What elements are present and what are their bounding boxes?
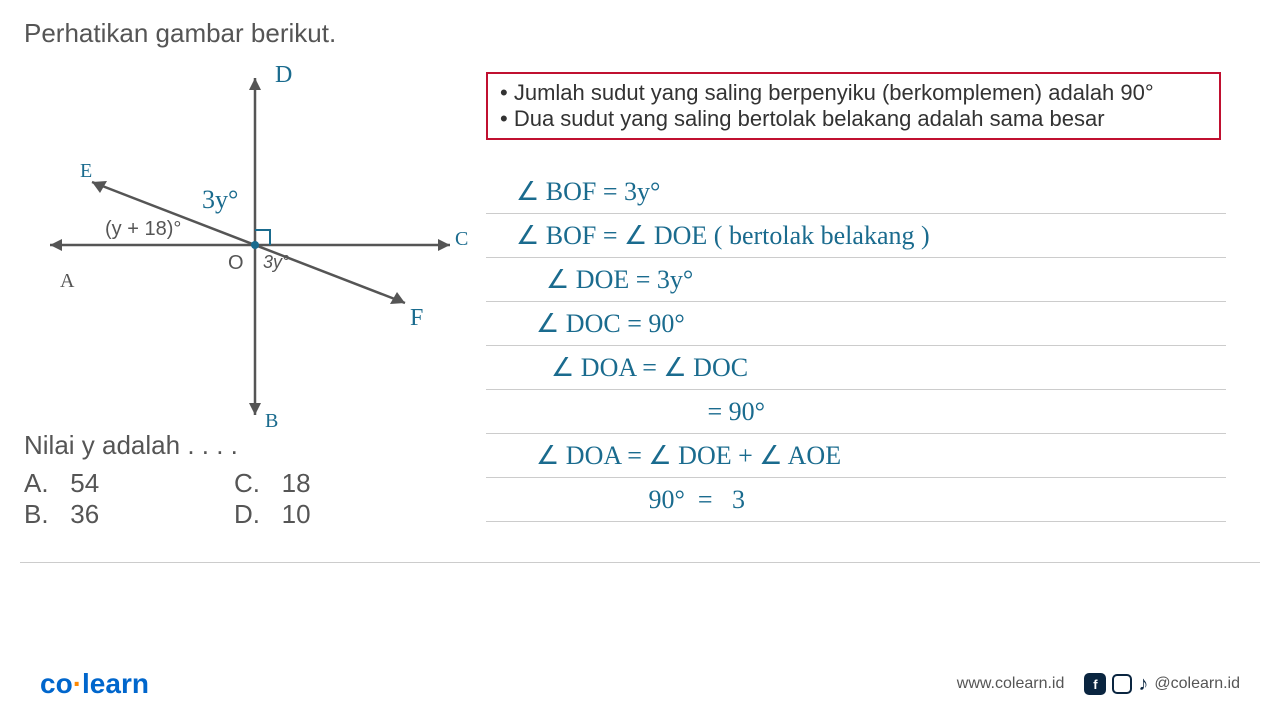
point-O-label: O (228, 252, 244, 275)
option-d: D. 10 (234, 499, 444, 530)
solution-work: ∠ BOF = 3y° ∠ BOF = ∠ DOE ( bertolak bel… (486, 170, 1226, 522)
social-icons: f ♪ @colearn.id (1084, 673, 1240, 696)
footer-right: www.colearn.id f ♪ @colearn.id (957, 673, 1240, 696)
question-text: Nilai y adalah . . . . (24, 430, 238, 461)
work-line-4: ∠ DOC = 90° (486, 302, 1226, 346)
work-line-6: = 90° (486, 390, 1226, 434)
content-area: Perhatikan gambar berikut. A B C D E F (0, 0, 1280, 640)
work-line-5: ∠ DOA = ∠ DOC (486, 346, 1226, 390)
angle-3y-bottom-label: 3y° (263, 252, 289, 273)
work-line-1: ∠ BOF = 3y° (486, 170, 1226, 214)
point-E-label: E (80, 160, 92, 183)
option-c: C. 18 (234, 468, 444, 499)
work-line-2: ∠ BOF = ∠ DOE ( bertolak belakang ) (486, 214, 1226, 258)
angle-y18-label: (y + 18)° (105, 218, 181, 241)
work-line-3: ∠ DOE = 3y° (486, 258, 1226, 302)
divider-line (20, 562, 1260, 563)
theory-item-2: Dua sudut yang saling bertolak belakang … (500, 106, 1207, 132)
angle-3y-top-label: 3y° (202, 185, 238, 215)
theory-box: Jumlah sudut yang saling berpenyiku (ber… (486, 72, 1221, 140)
point-C-label: C (455, 228, 468, 251)
footer: co·learn www.colearn.id f ♪ @colearn.id (0, 668, 1280, 700)
answer-options: A. 54 C. 18 B. 36 D. 10 (24, 468, 444, 530)
option-b: B. 36 (24, 499, 234, 530)
point-A-label: A (60, 270, 74, 293)
option-a: A. 54 (24, 468, 234, 499)
point-B-label: B (265, 410, 278, 433)
point-D-label: D (275, 62, 292, 89)
tiktok-icon: ♪ (1138, 673, 1148, 696)
theory-item-1: Jumlah sudut yang saling berpenyiku (ber… (500, 80, 1207, 106)
angle-diagram: A B C D E F O (y + 18)° 3y° 3y° (30, 60, 460, 420)
logo-learn: learn (82, 668, 149, 699)
colearn-logo: co·learn (40, 668, 149, 700)
footer-url: www.colearn.id (957, 675, 1065, 693)
point-F-label: F (410, 305, 423, 332)
facebook-icon: f (1084, 673, 1106, 695)
footer-handle: @colearn.id (1154, 675, 1240, 693)
logo-co: co (40, 668, 73, 699)
logo-dot: · (73, 668, 82, 699)
problem-title: Perhatikan gambar berikut. (24, 18, 336, 49)
instagram-icon (1112, 674, 1132, 694)
work-line-7: ∠ DOA = ∠ DOE + ∠ AOE (486, 434, 1226, 478)
work-line-8: 90° = 3 (486, 478, 1226, 522)
